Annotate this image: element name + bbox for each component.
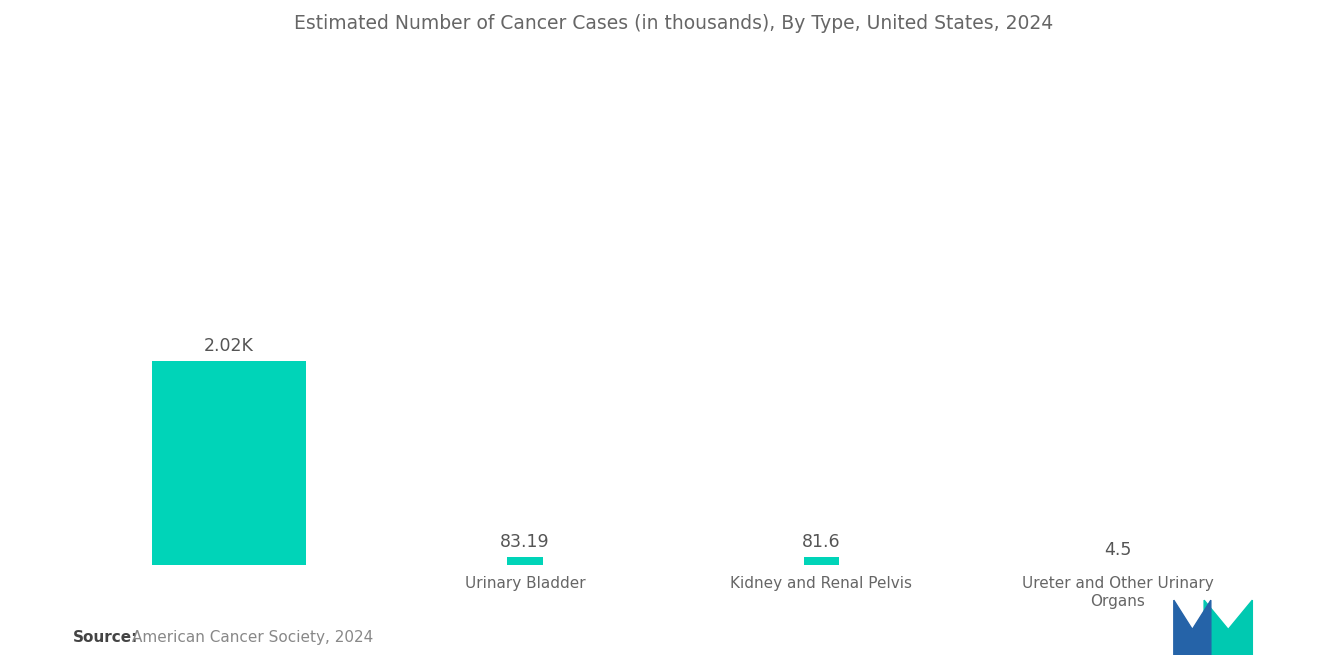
Text: 81.6: 81.6: [803, 533, 841, 551]
Polygon shape: [1204, 600, 1253, 655]
Title: Estimated Number of Cancer Cases (in thousands), By Type, United States, 2024: Estimated Number of Cancer Cases (in tho…: [293, 14, 1053, 33]
Bar: [804, 557, 840, 565]
Text: 2.02K: 2.02K: [205, 337, 253, 355]
Text: 83.19: 83.19: [500, 533, 550, 551]
Text: American Cancer Society, 2024: American Cancer Society, 2024: [132, 630, 374, 645]
Bar: [507, 557, 543, 565]
Text: Source:: Source:: [73, 630, 139, 645]
Polygon shape: [1173, 600, 1210, 655]
Bar: [152, 361, 306, 565]
Text: 4.5: 4.5: [1104, 541, 1131, 559]
